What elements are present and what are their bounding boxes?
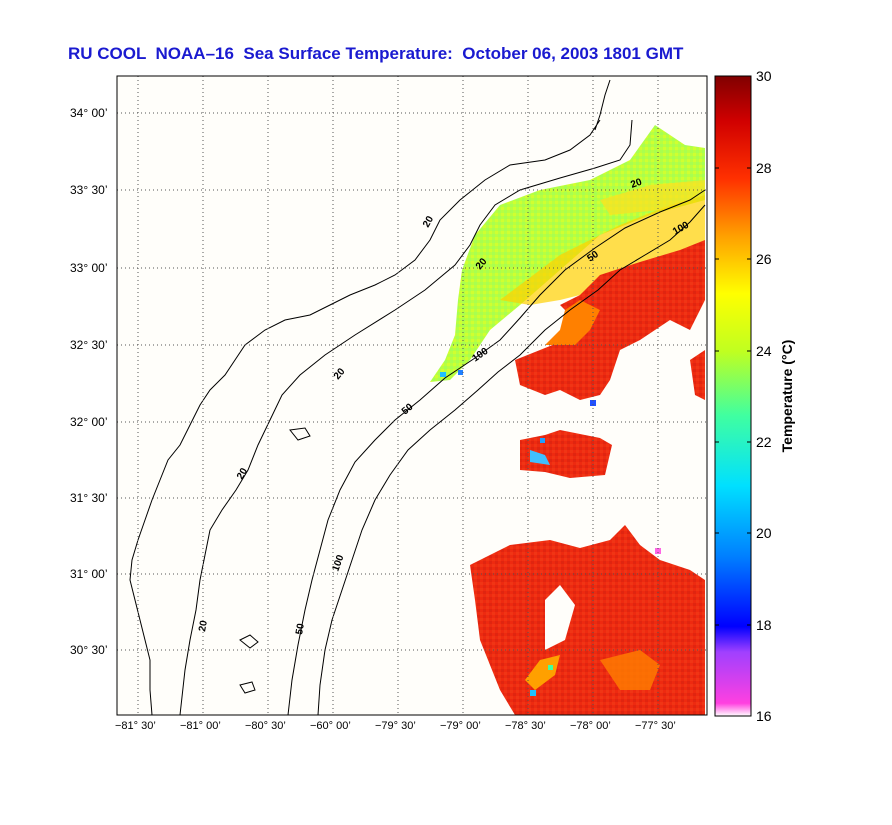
coastline-and-isobaths xyxy=(129,79,706,715)
page-title: RU COOL NOAA–16 Sea Surface Temperature:… xyxy=(68,44,684,63)
contour-label: 20 xyxy=(421,214,436,230)
colorbar-tick-label: 22 xyxy=(756,434,772,450)
lon-label: −78° 00’ xyxy=(570,720,611,732)
lon-label: −79° 00’ xyxy=(440,720,481,732)
colorbar-label: Temperature (°C) xyxy=(779,339,795,453)
lon-label: −78° 30’ xyxy=(505,720,546,732)
lat-label: 34° 00’ xyxy=(70,106,108,120)
colorbar-tick-label: 20 xyxy=(756,525,772,541)
lon-label: −79° 30’ xyxy=(375,720,416,732)
lon-label: −60° 00’ xyxy=(310,720,351,732)
lon-label: −80° 30’ xyxy=(245,720,286,732)
colorbar-tick-label: 24 xyxy=(756,343,772,359)
lat-label: 30° 30’ xyxy=(70,643,108,657)
graticule xyxy=(117,76,707,715)
lon-label: −81° 00’ xyxy=(180,720,221,732)
colorbar xyxy=(715,76,751,716)
plot-frame xyxy=(116,75,708,716)
colorbar-tick-label: 18 xyxy=(756,617,772,633)
sst-overlay xyxy=(430,125,705,715)
contour-label: 20 xyxy=(235,466,250,482)
contour-label: 20 xyxy=(629,177,644,191)
lon-label: −77° 30’ xyxy=(635,720,676,732)
lat-label: 33° 30’ xyxy=(70,183,108,197)
lat-label: 32° 00’ xyxy=(70,415,108,429)
lat-label: 31° 00’ xyxy=(70,567,108,581)
lat-label: 31° 30’ xyxy=(70,491,108,505)
contour-label: 50 xyxy=(294,622,307,635)
colorbar-tick-label: 28 xyxy=(756,160,772,176)
colorbar-tick-label: 30 xyxy=(756,68,772,84)
contour-label: 20 xyxy=(197,619,210,632)
lat-label: 33° 00’ xyxy=(70,261,108,275)
colorbar-frame xyxy=(714,75,752,717)
colorbar-tick-label: 26 xyxy=(756,251,772,267)
lon-label: −81° 30’ xyxy=(115,720,156,732)
lat-label: 32° 30’ xyxy=(70,338,108,352)
colorbar-tick-label: 16 xyxy=(756,708,772,724)
colorbar-ticks xyxy=(715,167,751,626)
